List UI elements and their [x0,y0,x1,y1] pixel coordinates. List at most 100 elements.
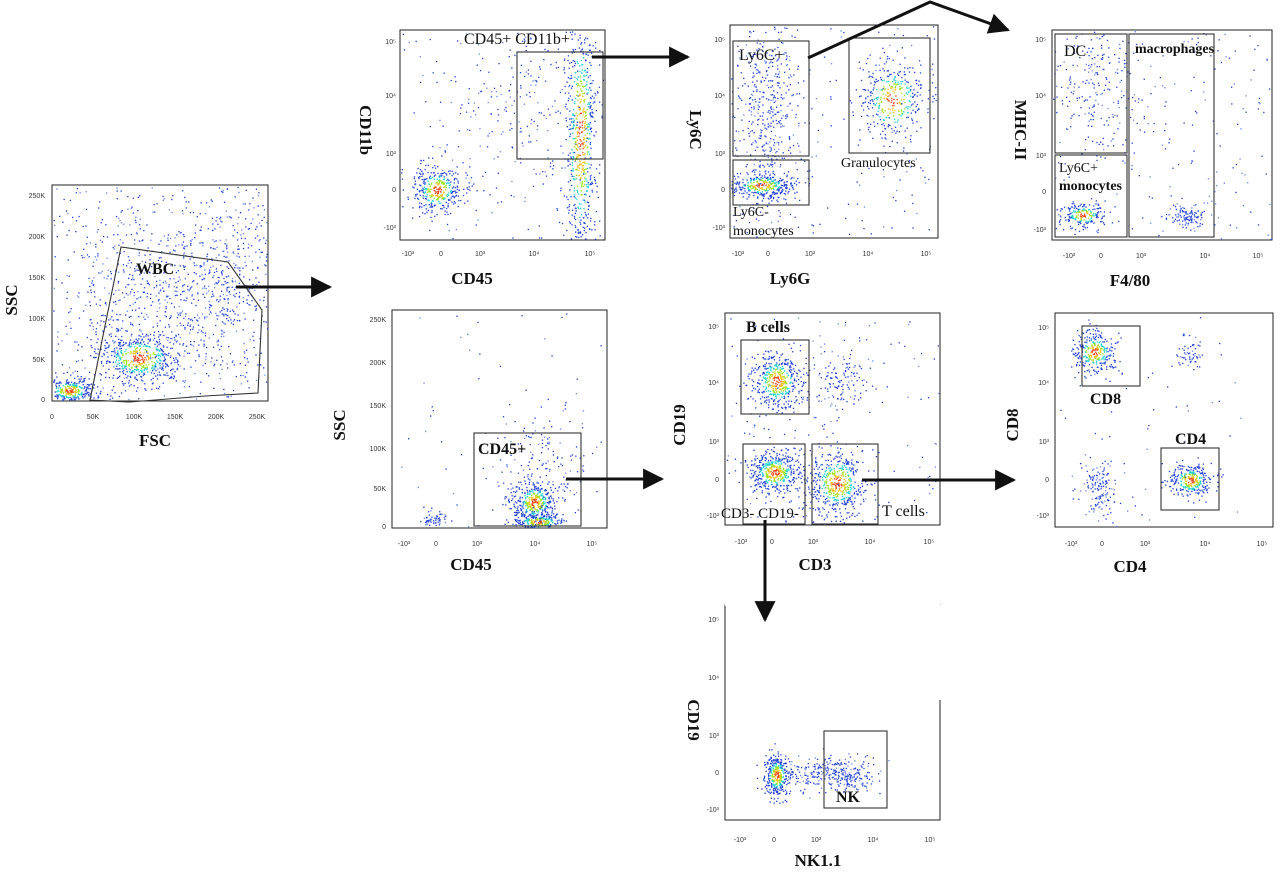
event-dot [445,194,447,196]
event-dot [59,387,62,389]
event-dot [430,216,432,219]
event-dot [781,117,783,119]
event-dot [778,121,780,123]
event-dot [496,95,498,98]
event-dot [772,187,774,189]
event-dot [538,237,541,239]
event-dot [179,322,181,324]
event-dot [747,187,750,189]
event-dot [110,395,112,397]
event-dot [84,392,86,395]
event-dot [147,338,149,340]
event-dot [150,304,152,306]
event-dot [1101,58,1103,60]
event-dot [910,85,912,87]
event-dot [867,128,870,131]
event-dot [242,203,244,205]
event-dot [581,162,584,164]
event-dot [574,101,576,103]
event-dot [575,178,578,180]
event-dot [178,353,180,355]
event-dot [903,147,905,149]
event-dot [775,152,777,154]
event-dot [778,148,780,150]
event-dot [1164,105,1166,107]
event-dot [791,177,793,179]
event-dot [143,366,145,368]
event-dot [557,110,559,112]
event-dot [898,113,900,116]
event-dot [209,311,212,313]
event-dot [773,188,775,191]
event-dot [769,150,771,152]
event-dot [757,191,759,193]
event-dot [53,219,55,222]
event-dot [453,190,455,192]
event-dot [545,175,548,177]
event-dot [1101,217,1103,219]
event-dot [139,329,141,331]
event-dot [754,169,756,171]
event-dot [179,365,181,367]
event-dot [196,314,199,316]
event-dot [794,36,796,38]
event-dot [171,331,173,333]
event-dot [1142,217,1144,219]
event-dot [907,106,909,108]
event-dot [68,229,70,232]
event-dot [450,197,452,199]
event-dot [883,125,885,127]
event-dot [1097,212,1099,214]
event-dot [571,162,573,164]
event-dot [601,104,603,106]
event-dot [183,257,185,259]
event-dot [551,105,554,107]
event-dot [588,228,591,230]
event-dot [109,398,111,400]
event-dot [449,184,452,186]
event-dot [1193,219,1195,221]
event-dot [771,191,774,194]
event-dot [103,236,105,238]
event-dot [768,188,771,190]
event-dot [159,320,161,322]
gate-granulocytes [848,37,931,154]
event-dot [130,262,132,264]
event-dot [109,361,111,363]
event-dot [216,216,218,219]
event-dot [785,64,788,67]
event-dot [74,385,76,388]
event-dot [66,234,68,236]
event-dot [900,109,903,111]
event-dot [99,239,102,241]
event-dot [170,337,172,340]
event-dot [569,152,571,154]
event-dot [452,195,454,197]
event-dot [446,193,449,196]
event-dot [210,361,212,363]
event-dot [870,233,872,235]
event-dot [752,90,755,92]
event-dot [171,337,173,340]
event-dot [422,195,424,197]
event-dot [247,294,249,297]
event-dot [1208,195,1210,198]
event-dot [155,365,157,367]
event-dot [170,355,172,357]
event-dot [148,357,150,359]
event-dot [862,88,864,91]
event-dot [560,187,562,189]
event-dot [424,168,426,171]
event-dot [65,383,67,386]
event-dot [736,181,738,183]
event-dot [419,202,421,204]
event-dot [83,379,85,381]
event-dot [769,185,771,187]
event-dot [571,99,573,101]
dot-layer [1053,31,1272,241]
event-dot [584,125,586,127]
event-dot [223,315,225,317]
event-dot [69,396,71,399]
event-dot [561,89,563,91]
event-dot [576,136,578,138]
